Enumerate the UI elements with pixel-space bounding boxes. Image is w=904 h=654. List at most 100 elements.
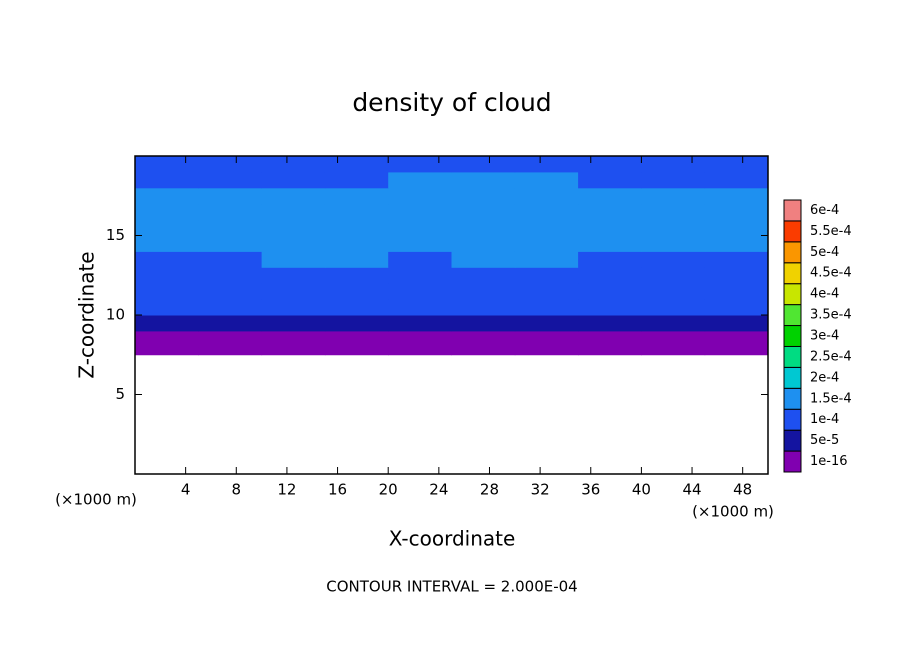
field-cell [324, 235, 389, 252]
colorbar-box [783, 241, 802, 264]
field-cell [198, 267, 263, 284]
field-cell [514, 267, 579, 284]
field-cell [704, 156, 769, 173]
field-cell [514, 251, 579, 268]
field-cell [261, 330, 326, 348]
field-cell [388, 267, 452, 284]
field-cell [578, 171, 642, 189]
field-cell [451, 267, 516, 284]
field-cell [135, 315, 199, 332]
field-cell [198, 346, 263, 356]
field-cell [388, 187, 452, 205]
field-cell [198, 156, 263, 173]
field-cell [641, 299, 706, 316]
x-tick-label: 12 [277, 481, 296, 499]
field-cell [514, 330, 579, 348]
colorbar-label: 1.5e-4 [810, 391, 852, 406]
field-cell [388, 346, 452, 356]
field-cell [514, 283, 579, 300]
field-cell [324, 171, 389, 189]
field-cell [135, 330, 199, 348]
field-cell [641, 219, 706, 236]
field-cell [388, 171, 452, 189]
field-cell [641, 251, 706, 268]
field-cell [135, 251, 199, 268]
colorbar-box [783, 304, 802, 327]
field-cell [261, 251, 326, 268]
field-cell [388, 251, 452, 268]
field-cell [641, 315, 706, 332]
field-cell [514, 299, 579, 316]
colorbar-box [783, 429, 802, 452]
field-cell [514, 346, 579, 356]
colorbar-label: 1e-16 [810, 454, 848, 469]
field-cell [135, 203, 199, 221]
colorbar-label: 3.5e-4 [810, 308, 852, 323]
field-cell [704, 299, 769, 316]
field-cell [704, 203, 769, 221]
field-cell [641, 171, 706, 189]
field-cell [641, 330, 706, 348]
field-cell [451, 299, 516, 316]
field-cell [135, 283, 199, 300]
field-cell [388, 235, 452, 252]
field-cell [135, 299, 199, 316]
colorbar-box [783, 220, 802, 243]
y-tick-label: 10 [106, 306, 125, 324]
field-cell [578, 203, 642, 221]
x-tick-label: 36 [581, 481, 600, 499]
field-cell [451, 283, 516, 300]
field-cell [198, 219, 263, 236]
field-cell [514, 315, 579, 332]
x-tick-label: 28 [480, 481, 499, 499]
field-cell [388, 219, 452, 236]
colorbar-label: 2.5e-4 [810, 349, 852, 364]
field-cell [388, 330, 452, 348]
field-cell [135, 187, 199, 205]
field-cell [704, 315, 769, 332]
field-cell [704, 283, 769, 300]
colorbar-label: 5e-5 [810, 433, 839, 448]
field-cell [198, 235, 263, 252]
field-cell [641, 187, 706, 205]
field-cell [704, 219, 769, 236]
colorbar-box [783, 199, 802, 222]
field-cell [324, 346, 389, 356]
field-cell [704, 171, 769, 189]
field-cell [198, 187, 263, 205]
x-tick-label: 44 [682, 481, 701, 499]
colorbar-box [783, 450, 802, 473]
field-cell [324, 315, 389, 332]
field-cell [578, 299, 642, 316]
field-cell [578, 330, 642, 348]
field-cell [324, 251, 389, 268]
field-cell [135, 235, 199, 252]
field-cell [198, 203, 263, 221]
field-cell [261, 267, 326, 284]
x-tick-label: 32 [531, 481, 550, 499]
field-cell [261, 283, 326, 300]
field-cell [388, 299, 452, 316]
field-cell [514, 203, 579, 221]
field-cell [578, 235, 642, 252]
colorbar-label: 3e-4 [810, 329, 839, 344]
colorbar-label: 4e-4 [810, 287, 839, 302]
colorbar-label: 6e-4 [810, 203, 839, 218]
field-cell [578, 283, 642, 300]
field-cell [578, 346, 642, 356]
field-cell [641, 346, 706, 356]
field-cell [704, 187, 769, 205]
colorbar-label: 1e-4 [810, 412, 839, 427]
colorbar-label: 5.5e-4 [810, 224, 852, 239]
field-cell [451, 251, 516, 268]
x-tick-label: 48 [733, 481, 752, 499]
field-cell [451, 330, 516, 348]
field-cell [704, 251, 769, 268]
field-cell [451, 156, 516, 173]
field-cell [514, 235, 579, 252]
field-cell [451, 346, 516, 356]
field-cell [388, 203, 452, 221]
field-cell [388, 283, 452, 300]
field-cell [704, 330, 769, 348]
x-unit: (×1000 m) [692, 503, 774, 521]
